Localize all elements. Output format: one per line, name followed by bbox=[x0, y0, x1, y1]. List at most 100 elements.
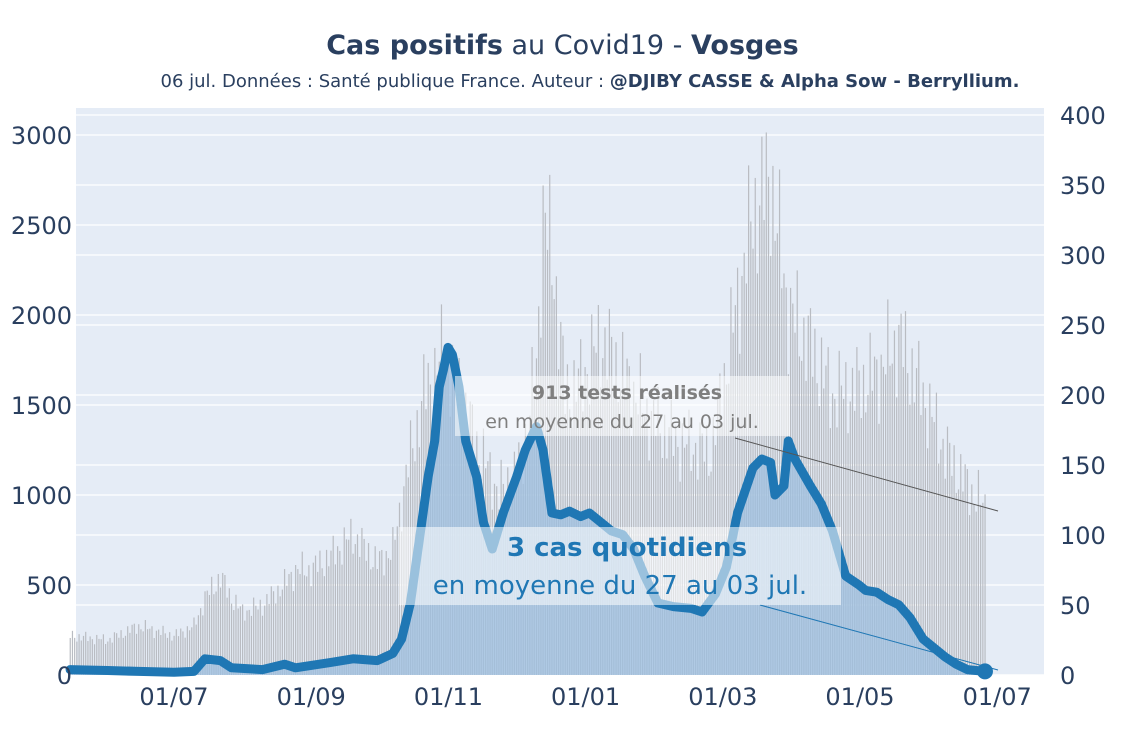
tests-bar bbox=[951, 475, 953, 675]
y-left-tick-label: 1500 bbox=[11, 392, 72, 420]
tests-bar bbox=[82, 635, 85, 675]
tests-bar bbox=[968, 515, 971, 675]
tests-bar bbox=[332, 535, 334, 675]
tests-bar bbox=[200, 608, 202, 675]
tests-bar bbox=[628, 366, 630, 675]
tests-annotation-title: 913 tests réalisés bbox=[532, 382, 722, 404]
tests-bar bbox=[71, 630, 74, 675]
tests-bar bbox=[374, 546, 376, 675]
tests-bar bbox=[303, 575, 306, 675]
tests-bar bbox=[944, 478, 946, 675]
tests-bar bbox=[283, 569, 286, 675]
tests-bar bbox=[396, 526, 398, 675]
tests-bar bbox=[980, 504, 982, 675]
tests-bar bbox=[982, 502, 984, 675]
tests-annotation-box bbox=[455, 376, 790, 436]
tests-bar bbox=[759, 205, 761, 675]
tests-bar bbox=[270, 586, 272, 675]
tests-bar bbox=[953, 445, 955, 675]
tests-bar bbox=[922, 382, 924, 675]
tests-bar bbox=[138, 624, 140, 675]
tests-bar bbox=[175, 629, 177, 675]
tests-bar bbox=[593, 346, 595, 675]
tests-bar bbox=[235, 594, 237, 675]
tests-bar bbox=[608, 308, 611, 675]
tests-bar bbox=[732, 332, 734, 675]
tests-bar bbox=[379, 551, 381, 675]
tests-bar bbox=[206, 590, 208, 675]
cases-annotation-title: 3 cas quotidiens bbox=[507, 533, 747, 563]
tests-bar bbox=[91, 639, 93, 675]
tests-bar bbox=[871, 390, 873, 675]
tests-bar bbox=[907, 373, 909, 675]
y-left-tick-label: 2500 bbox=[11, 212, 72, 240]
y-left-tick-label: 2000 bbox=[11, 302, 72, 330]
tests-bar bbox=[900, 313, 902, 675]
tests-bar bbox=[891, 363, 893, 675]
tests-bar bbox=[233, 610, 235, 675]
tests-bar bbox=[843, 398, 845, 675]
tests-bar bbox=[876, 359, 878, 675]
tests-bar bbox=[356, 534, 359, 675]
tests-bar bbox=[927, 448, 929, 675]
tests-bar bbox=[158, 629, 160, 675]
tests-bar bbox=[845, 362, 847, 675]
tests-bar bbox=[215, 591, 217, 675]
tests-bar bbox=[328, 566, 330, 675]
y-right-tick-label: 250 bbox=[1060, 312, 1106, 340]
tests-bar bbox=[321, 568, 323, 675]
tests-bar bbox=[155, 630, 158, 675]
tests-bar bbox=[911, 348, 913, 675]
tests-bar bbox=[116, 633, 118, 675]
tests-bar bbox=[310, 586, 312, 675]
tests-bar bbox=[949, 442, 951, 675]
tests-bar bbox=[264, 605, 266, 675]
tests-bar bbox=[87, 641, 89, 675]
tests-bar bbox=[295, 565, 297, 675]
tests-bar bbox=[89, 636, 91, 675]
y-left-tick-label: 1000 bbox=[11, 482, 72, 510]
tests-bar bbox=[887, 299, 889, 675]
tests-bar bbox=[604, 327, 606, 675]
tests-bar bbox=[102, 634, 104, 675]
tests-bar bbox=[131, 624, 133, 675]
chart-title: Cas positifs au Covid19 - Vosges bbox=[326, 30, 799, 61]
tests-bar bbox=[878, 423, 880, 675]
tests-bar bbox=[166, 637, 169, 675]
tests-bar bbox=[750, 221, 752, 676]
tests-bar bbox=[924, 407, 926, 675]
tests-bar bbox=[392, 527, 394, 675]
tests-bar bbox=[193, 617, 195, 675]
y-right-tick-label: 100 bbox=[1060, 522, 1106, 550]
tests-bar bbox=[186, 626, 188, 675]
tests-bar bbox=[202, 615, 204, 675]
x-axis: 01/07 01/09 01/11 01/01 01/03 01/05 01/07 bbox=[139, 683, 1031, 711]
tests-bar bbox=[723, 363, 725, 675]
tests-bar bbox=[865, 412, 867, 675]
tests-bar bbox=[255, 605, 257, 675]
tests-bar bbox=[869, 332, 871, 675]
tests-bar bbox=[741, 275, 743, 675]
tests-bar bbox=[957, 489, 960, 675]
tests-bar bbox=[940, 449, 942, 675]
tests-bar bbox=[226, 597, 228, 675]
tests-bar bbox=[337, 546, 339, 675]
tests-bar bbox=[299, 574, 301, 675]
tests-bar bbox=[913, 402, 915, 675]
tests-bar bbox=[219, 587, 222, 675]
tests-bar bbox=[734, 305, 736, 675]
tests-bar bbox=[259, 599, 261, 675]
tests-bar bbox=[180, 628, 182, 675]
tests-bar bbox=[555, 276, 557, 675]
tests-bar bbox=[93, 644, 96, 675]
tests-bar bbox=[840, 385, 843, 675]
tests-bar bbox=[580, 339, 582, 675]
tests-bar bbox=[211, 576, 213, 675]
tests-bar bbox=[562, 335, 564, 675]
tests-bar bbox=[301, 551, 303, 675]
tests-bar bbox=[350, 518, 352, 675]
tests-bar bbox=[330, 550, 332, 675]
tests-bar bbox=[847, 433, 849, 675]
tests-bar bbox=[909, 404, 911, 675]
tests-bar bbox=[188, 630, 191, 675]
